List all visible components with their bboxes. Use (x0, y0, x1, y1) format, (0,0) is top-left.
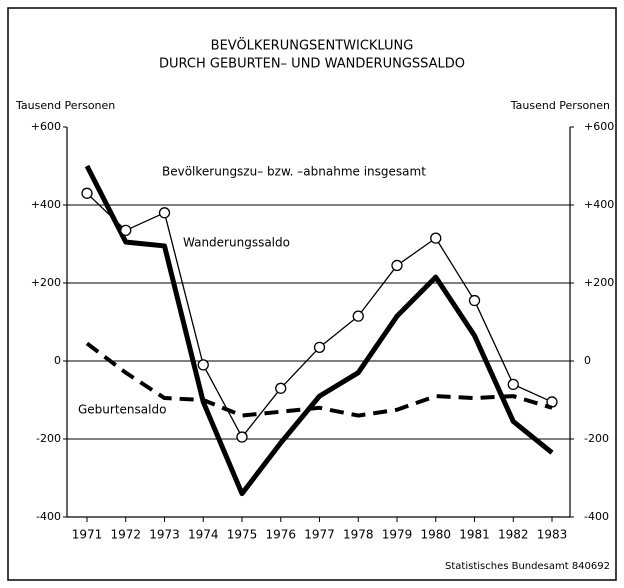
data-point (430, 232, 442, 244)
x-tick-label: 1983 (537, 528, 568, 542)
series-line (84, 164, 554, 497)
y2-axis-label: Tausend Personen (510, 99, 610, 112)
data-point (120, 224, 132, 237)
y-tick-label: +200 (31, 276, 61, 289)
data-point (352, 310, 364, 322)
x-tick-label: 1977 (304, 528, 335, 542)
y2-tick-label: +200 (584, 276, 614, 289)
data-point (275, 382, 287, 394)
series-label: Bevölkerungszu– bzw. –abnahme insgesamt (162, 165, 426, 179)
y-tick-label: +400 (31, 198, 61, 211)
series-line (86, 192, 553, 438)
x-tick-label: 1982 (498, 528, 529, 542)
data-point (81, 187, 93, 199)
x-tick-label: 1973 (149, 528, 180, 542)
data-point (391, 259, 403, 272)
y2-tick-label: +600 (584, 120, 614, 133)
y2-tick-label: -400 (584, 510, 609, 523)
x-tick-label: 1976 (265, 528, 296, 542)
data-point (313, 341, 326, 354)
x-tick-label: 1978 (343, 528, 374, 542)
x-tick-label: 1980 (420, 528, 451, 542)
data-point (468, 294, 481, 307)
y-tick-label: +600 (31, 120, 61, 133)
y-tick-label: -200 (36, 432, 61, 445)
y-axis-label: Tausend Personen (15, 99, 115, 112)
x-tick-label: 1974 (188, 528, 219, 542)
chart-title: BEVÖLKERUNGSENTWICKLUNG (211, 37, 414, 54)
data-point (507, 378, 519, 391)
series-line (85, 341, 553, 418)
series-label: Geburtensaldo (78, 403, 166, 417)
data-point (197, 359, 209, 371)
frame (7, 7, 617, 581)
x-tick-label: 1979 (382, 528, 413, 542)
x-tick-label: 1971 (72, 528, 103, 542)
y-tick-label: 0 (54, 354, 61, 367)
y2-tick-label: +400 (584, 198, 614, 211)
y-tick-label: -400 (36, 510, 61, 523)
data-point (236, 431, 248, 443)
y2-tick-label: 0 (584, 354, 591, 367)
chart-subtitle: DURCH GEBURTEN– UND WANDERUNGSSALDO (159, 57, 465, 72)
series-label: Wanderungssaldo (183, 236, 290, 250)
data-point (158, 207, 171, 219)
y2-tick-label: -200 (584, 432, 609, 445)
x-tick-label: 1975 (227, 528, 258, 542)
source: Statistisches Bundesamt 840692 (445, 561, 610, 572)
x-tick-label: 1981 (459, 528, 490, 542)
x-tick-label: 1972 (110, 528, 141, 542)
